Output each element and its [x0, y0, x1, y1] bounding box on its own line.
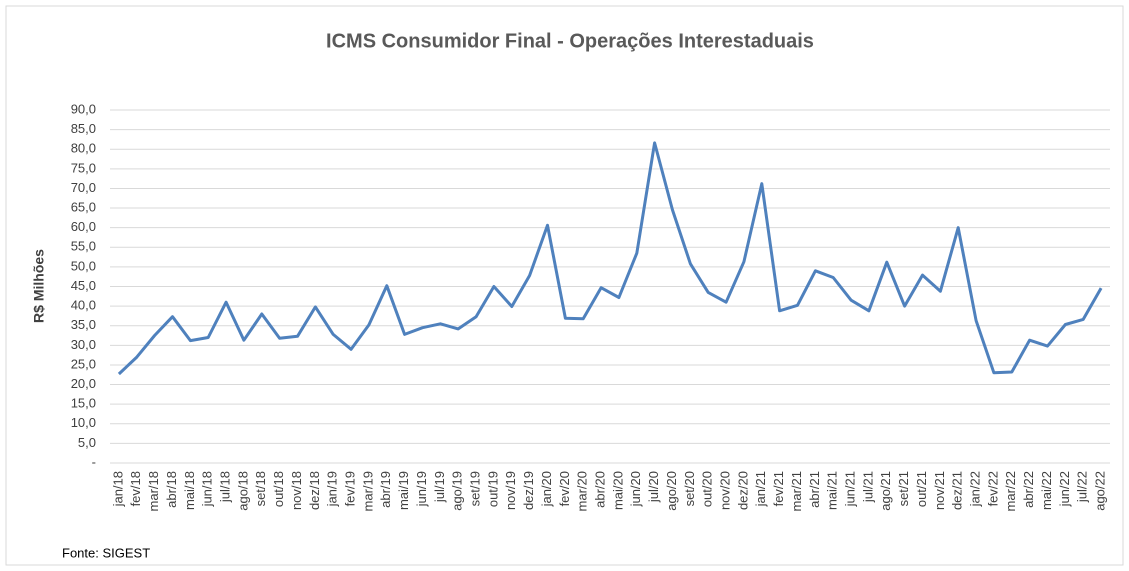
- y-tick-label: 50,0: [71, 258, 96, 273]
- x-tick-label: set/19: [468, 471, 483, 506]
- x-tick-label: nov/19: [503, 471, 518, 510]
- x-tick-label: fev/20: [557, 471, 572, 506]
- x-tick-label: fev/19: [343, 471, 358, 506]
- x-tick-label: mai/20: [610, 471, 625, 510]
- x-tick-label: dez/20: [735, 471, 750, 510]
- x-tick-label: jun/20: [628, 471, 643, 507]
- x-tick-label: jul/18: [218, 471, 233, 503]
- x-tick-label: mai/19: [396, 471, 411, 510]
- x-tick-label: ago/19: [450, 471, 465, 511]
- y-tick-label: 75,0: [71, 160, 96, 175]
- x-tick-label: set/21: [896, 471, 911, 506]
- y-tick-label: 65,0: [71, 199, 96, 214]
- x-tick-label: set/18: [253, 471, 268, 506]
- x-tick-label: abr/18: [164, 471, 179, 508]
- x-tick-label: jan/20: [539, 471, 554, 507]
- y-tick-label: 15,0: [71, 396, 96, 411]
- y-tick-label: 10,0: [71, 415, 96, 430]
- x-tick-label: fev/18: [128, 471, 143, 506]
- x-tick-label: out/21: [914, 471, 929, 507]
- x-tick-label: jan/18: [110, 471, 125, 507]
- x-tick-label: mar/20: [575, 471, 590, 511]
- y-tick-label: 30,0: [71, 337, 96, 352]
- x-tick-label: nov/18: [289, 471, 304, 510]
- y-tick-label: 5,0: [78, 435, 96, 450]
- x-tick-label: abr/20: [593, 471, 608, 508]
- x-tick-label: jul/20: [646, 471, 661, 503]
- x-tick-label: mar/18: [146, 471, 161, 511]
- y-axis-label: R$ Milhões: [31, 249, 47, 323]
- x-tick-label: dez/21: [950, 471, 965, 510]
- y-tick-label: 40,0: [71, 298, 96, 313]
- x-tick-label: mar/19: [360, 471, 375, 511]
- x-tick-label: nov/21: [932, 471, 947, 510]
- x-tick-label: mai/22: [1039, 471, 1054, 510]
- y-tick-label: 70,0: [71, 180, 96, 195]
- x-tick-label: mar/22: [1003, 471, 1018, 511]
- y-tick-label: 35,0: [71, 317, 96, 332]
- y-tick-label: 20,0: [71, 376, 96, 391]
- chart-border: [5, 5, 1124, 566]
- y-tick-label: 25,0: [71, 356, 96, 371]
- x-tick-label: jun/19: [414, 471, 429, 507]
- y-tick-label: 90,0: [71, 101, 96, 116]
- x-tick-label: ago/22: [1093, 471, 1108, 511]
- x-tick-label: mai/21: [825, 471, 840, 510]
- y-tick-label: 60,0: [71, 219, 96, 234]
- x-tick-label: jul/19: [432, 471, 447, 503]
- x-tick-label: abr/22: [1021, 471, 1036, 508]
- data-line: [117, 141, 1103, 376]
- x-tick-label: dez/19: [521, 471, 536, 510]
- x-tick-label: mar/21: [789, 471, 804, 511]
- x-tick-label: fev/22: [985, 471, 1000, 506]
- x-tick-label: fev/21: [771, 471, 786, 506]
- x-tick-label: out/18: [271, 471, 286, 507]
- x-tick-label: jan/22: [968, 471, 983, 507]
- x-tick-label: ago/21: [878, 471, 893, 511]
- y-tick-label: -: [92, 454, 96, 469]
- y-tick-label: 45,0: [71, 278, 96, 293]
- x-tick-label: jan/21: [753, 471, 768, 507]
- x-tick-label: dez/18: [307, 471, 322, 510]
- x-tick-label: nov/20: [718, 471, 733, 510]
- x-tick-label: jun/22: [1057, 471, 1072, 507]
- chart-title: ICMS Consumidor Final - Operações Intere…: [326, 30, 814, 52]
- x-tick-label: ago/18: [235, 471, 250, 511]
- x-tick-label: abr/19: [378, 471, 393, 508]
- x-tick-label: ago/20: [664, 471, 679, 511]
- y-tick-label: 85,0: [71, 121, 96, 136]
- x-tick-label: out/19: [485, 471, 500, 507]
- x-tick-label: out/20: [700, 471, 715, 507]
- x-tick-label: set/20: [682, 471, 697, 506]
- x-tick-label: jun/21: [843, 471, 858, 507]
- y-tick-label: 55,0: [71, 239, 96, 254]
- x-tick-label: jun/18: [200, 471, 215, 507]
- x-tick-label: mai/18: [182, 471, 197, 510]
- source: Fonte: SIGEST: [62, 545, 150, 560]
- y-tick-label: 80,0: [71, 141, 96, 156]
- x-tick-label: abr/21: [807, 471, 822, 508]
- x-tick-label: jan/19: [325, 471, 340, 507]
- x-tick-label: jul/21: [860, 471, 875, 503]
- x-tick-label: jul/22: [1075, 471, 1090, 503]
